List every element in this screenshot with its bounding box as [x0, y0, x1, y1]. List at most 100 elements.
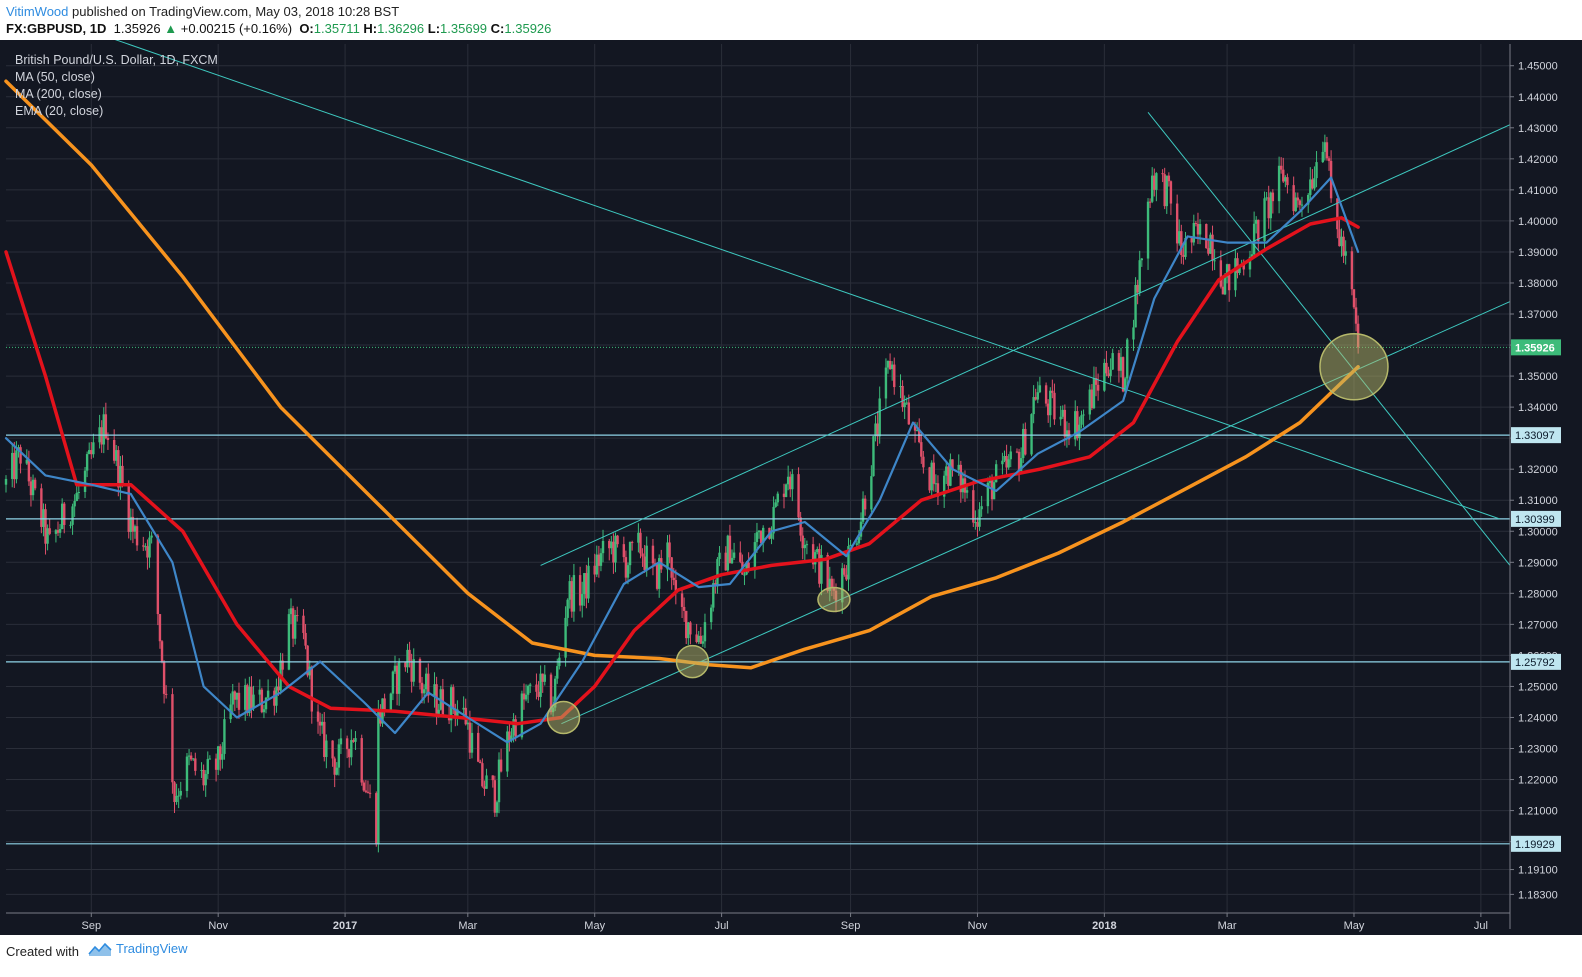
highlight-circle: [675, 644, 710, 679]
candle-body: [913, 424, 917, 431]
candle-body: [1192, 223, 1196, 243]
price-level-tag: [1511, 835, 1561, 852]
candle-body: [1117, 353, 1121, 371]
candle-body: [54, 530, 58, 534]
candle-body: [572, 575, 576, 612]
candle-body: [483, 786, 486, 789]
candle-body: [776, 493, 779, 503]
candle-body: [1126, 339, 1129, 379]
candle-body: [1250, 254, 1254, 257]
legend-title: British Pound/U.S. Dollar, 1D, FXCM: [15, 53, 218, 67]
candle-body: [1167, 175, 1171, 182]
candle-body: [63, 503, 66, 525]
candle-body: [537, 691, 540, 697]
candle-body: [200, 769, 203, 771]
candle-body: [506, 731, 509, 772]
candle-body: [1038, 385, 1042, 393]
candle-body: [716, 559, 719, 587]
candle-body: [774, 502, 777, 507]
candle-body: [1082, 414, 1085, 416]
candle-body: [1309, 179, 1312, 195]
candle-body: [709, 607, 713, 623]
highlight-circles: [546, 333, 1389, 735]
author-link[interactable]: VitimWood: [6, 4, 69, 19]
candle-body: [1169, 181, 1173, 204]
candle-body: [208, 758, 212, 760]
y-tick-label: 1.37000: [1518, 309, 1558, 321]
candle-body: [260, 689, 264, 713]
candle-body: [945, 466, 948, 476]
candle-body: [753, 542, 757, 571]
candle-body: [1190, 238, 1193, 243]
candle-body: [77, 492, 81, 494]
candle-body: [117, 450, 120, 488]
candle-body: [477, 732, 480, 762]
candle-body: [1255, 219, 1258, 224]
candle-body: [657, 558, 661, 589]
price-level-tag: [1511, 510, 1561, 527]
candle-body: [1340, 236, 1343, 247]
last-price: 1.35926: [113, 21, 161, 36]
candle-body: [1284, 177, 1287, 182]
candle-body: [1238, 264, 1241, 273]
candle-body: [468, 722, 472, 753]
candle-body: [491, 775, 494, 781]
candle-body: [718, 552, 721, 560]
candle-body: [1065, 430, 1069, 437]
y-tick-label: 1.41000: [1518, 185, 1558, 197]
candle-body: [936, 483, 940, 497]
candle-body: [323, 721, 326, 757]
open-value: 1.35711: [313, 21, 360, 36]
candle-body: [583, 573, 586, 595]
candle-body: [820, 554, 823, 584]
candle-body: [668, 542, 671, 558]
candle-body: [585, 573, 588, 599]
candle-body: [651, 545, 655, 564]
candle-body: [393, 665, 397, 672]
candle-body: [1263, 198, 1266, 242]
time-axis[interactable]: Sep Nov 2017 Mar May Jul Sep Nov 2018 Mar May Jul: [82, 913, 1488, 932]
candle-body: [1123, 378, 1127, 392]
legend-item-ma50[interactable]: MA (50, close): [15, 70, 95, 84]
y-tick-label: 1.31000: [1518, 495, 1558, 507]
candle-body: [164, 693, 168, 695]
candle-body: [397, 662, 401, 694]
tradingview-brand[interactable]: TradingView: [88, 941, 188, 956]
candle-body: [262, 709, 266, 713]
candle-body: [616, 535, 619, 545]
candle-body: [1030, 414, 1033, 455]
candle-body: [404, 662, 407, 668]
candle-body: [685, 610, 688, 639]
candle-body: [495, 802, 499, 813]
x-tick-label: Sep: [841, 920, 861, 932]
candle-body: [175, 795, 178, 803]
candle-body: [194, 758, 197, 771]
candle-body: [379, 710, 382, 724]
candle-body: [514, 719, 517, 738]
candle-body: [1132, 327, 1135, 340]
candle-body: [863, 498, 867, 510]
candle-body: [974, 522, 977, 524]
candle-body: [1175, 203, 1179, 244]
candle-body: [171, 694, 174, 783]
symbol-name: FX:GBPUSD, 1D: [6, 21, 107, 36]
y-tick-label: 1.21000: [1518, 806, 1558, 818]
y-tick-label: 1.38000: [1518, 278, 1558, 290]
candle-body: [1300, 204, 1304, 206]
legend-item-ema20[interactable]: EMA (20, close): [15, 104, 104, 118]
candle-body: [520, 693, 524, 738]
candle-body: [160, 641, 164, 662]
candle-body: [626, 565, 630, 578]
candle-body: [903, 402, 906, 408]
candle-body: [44, 509, 47, 544]
candle-body: [1163, 174, 1166, 207]
close-label: C:: [490, 21, 505, 36]
legend-item-ma200[interactable]: MA (200, close): [15, 87, 102, 101]
candle-body: [510, 735, 513, 741]
candle-body: [666, 542, 669, 570]
candle-body: [803, 544, 807, 549]
candle-body: [978, 509, 981, 527]
tradingview-logo-icon: [88, 942, 112, 956]
candle-body: [508, 731, 511, 741]
